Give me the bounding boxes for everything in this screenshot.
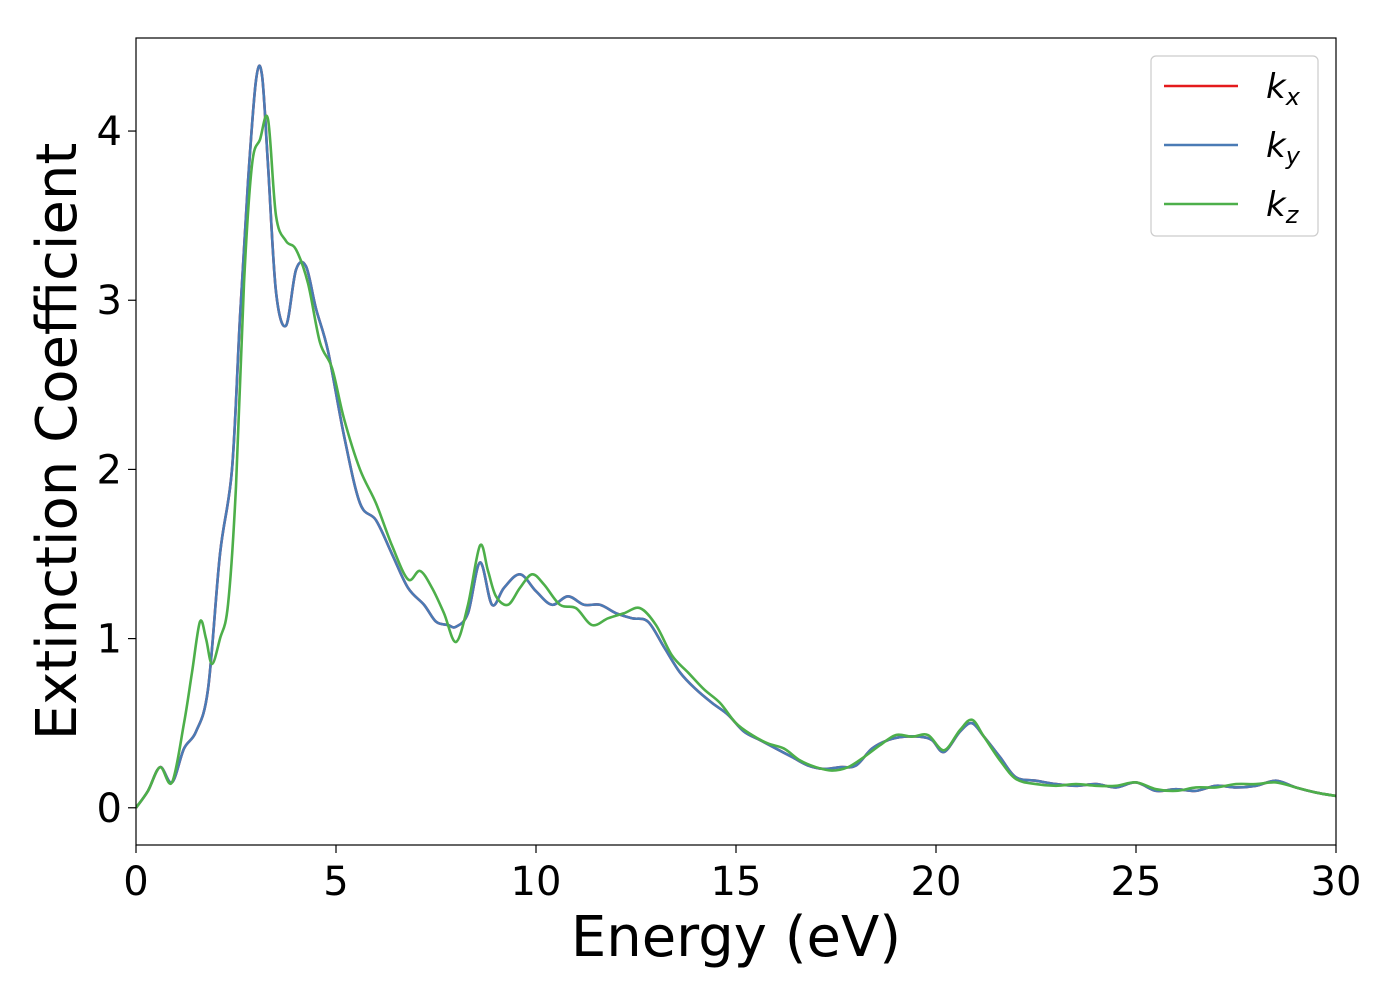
x-tick-label: 0 — [123, 859, 148, 905]
y-tick-label: 2 — [97, 447, 122, 493]
axes: 0 5 10 15 20 25 30 0 1 2 3 4 — [97, 37, 1362, 905]
y-tick-label: 0 — [97, 786, 122, 832]
legend: kx ky kz — [1150, 55, 1319, 237]
series-line-k-y — [136, 64, 1336, 809]
legend-label-x: kx — [1266, 67, 1301, 111]
plot-area — [136, 64, 1336, 809]
series-line-k-z — [136, 114, 1336, 809]
x-tick-label: 5 — [323, 859, 348, 905]
legend-label-z: kz — [1266, 185, 1300, 229]
x-tick-label: 25 — [1111, 859, 1162, 905]
x-tick-label: 20 — [911, 859, 962, 905]
legend-label-y: ky — [1266, 126, 1301, 170]
y-axis-label: Extinction Coefficient — [25, 143, 90, 741]
y-tick-label: 1 — [97, 617, 122, 663]
series-lines — [136, 64, 1336, 809]
x-tick-label: 15 — [711, 859, 762, 905]
y-tick-label: 3 — [97, 278, 122, 324]
x-tick-label: 30 — [1311, 859, 1362, 905]
x-tick-label: 10 — [511, 859, 562, 905]
y-tick-label: 4 — [97, 109, 122, 155]
x-axis-label: Energy (eV) — [571, 905, 901, 970]
